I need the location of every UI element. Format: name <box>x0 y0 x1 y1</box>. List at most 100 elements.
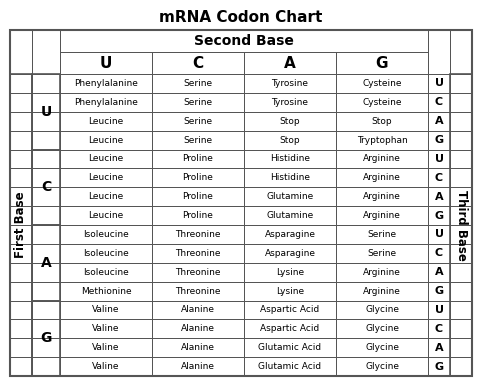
Text: Glutamic Acid: Glutamic Acid <box>258 343 321 352</box>
Text: Glycine: Glycine <box>365 305 399 314</box>
Text: Tyrosine: Tyrosine <box>271 79 308 88</box>
Bar <box>244 112 336 131</box>
Text: Asparagine: Asparagine <box>265 230 316 239</box>
Text: mRNA Codon Chart: mRNA Codon Chart <box>160 10 322 25</box>
Bar <box>336 225 428 244</box>
Bar <box>60 244 152 263</box>
Text: Arginine: Arginine <box>363 173 401 182</box>
Bar <box>60 52 152 74</box>
Bar <box>450 168 472 187</box>
Bar <box>244 357 336 376</box>
Bar <box>32 74 60 149</box>
Bar <box>450 281 472 301</box>
Text: Glutamic Acid: Glutamic Acid <box>258 362 321 371</box>
Bar <box>428 281 450 301</box>
Bar <box>450 112 472 131</box>
Text: Arginine: Arginine <box>363 211 401 220</box>
Bar <box>152 263 244 281</box>
Bar <box>152 74 244 93</box>
Text: G: G <box>434 210 443 220</box>
Bar <box>10 168 32 187</box>
Bar <box>336 206 428 225</box>
Text: Second Base: Second Base <box>194 34 294 48</box>
Bar <box>450 338 472 357</box>
Bar <box>336 74 428 93</box>
Text: Histidine: Histidine <box>270 173 310 182</box>
Bar <box>152 244 244 263</box>
Bar <box>152 206 244 225</box>
Bar <box>336 187 428 206</box>
Bar <box>428 263 450 281</box>
Bar <box>10 187 32 206</box>
Text: G: G <box>434 286 443 296</box>
Text: C: C <box>41 180 51 194</box>
Bar <box>10 281 32 301</box>
Text: Stop: Stop <box>372 117 392 126</box>
Bar <box>450 357 472 376</box>
Text: Leucine: Leucine <box>88 192 123 201</box>
Text: First Base: First Base <box>14 192 27 258</box>
Text: Valine: Valine <box>92 305 120 314</box>
Text: Alanine: Alanine <box>181 305 215 314</box>
Bar <box>450 225 472 244</box>
Text: Valine: Valine <box>92 362 120 371</box>
Text: Third Base: Third Base <box>455 190 468 260</box>
Bar <box>450 319 472 338</box>
Bar <box>32 263 60 281</box>
Text: Threonine: Threonine <box>175 249 221 258</box>
Text: A: A <box>435 116 443 126</box>
Bar <box>152 131 244 149</box>
Bar <box>32 338 60 357</box>
Bar <box>10 206 32 225</box>
Bar <box>32 357 60 376</box>
Text: Histidine: Histidine <box>270 154 310 164</box>
Bar <box>152 225 244 244</box>
Bar <box>428 30 450 74</box>
Text: Serine: Serine <box>367 230 397 239</box>
Bar <box>60 112 152 131</box>
Text: A: A <box>435 267 443 277</box>
Bar <box>32 93 60 112</box>
Bar <box>10 225 32 244</box>
Bar <box>60 168 152 187</box>
Bar <box>244 149 336 168</box>
Bar <box>244 301 336 319</box>
Text: Glutamine: Glutamine <box>267 211 314 220</box>
Bar <box>244 74 336 93</box>
Text: Serine: Serine <box>184 117 213 126</box>
Text: Alanine: Alanine <box>181 324 215 333</box>
Bar <box>450 149 472 168</box>
Bar <box>336 93 428 112</box>
Bar <box>60 225 152 244</box>
Text: Serine: Serine <box>184 98 213 107</box>
Text: Serine: Serine <box>184 79 213 88</box>
Text: U: U <box>434 229 443 240</box>
Bar <box>428 74 450 93</box>
Bar <box>152 357 244 376</box>
Bar <box>450 244 472 263</box>
Bar <box>244 187 336 206</box>
Text: Threonine: Threonine <box>175 230 221 239</box>
Text: Leucine: Leucine <box>88 136 123 144</box>
Bar <box>32 149 60 225</box>
Bar <box>152 187 244 206</box>
Bar <box>60 301 152 319</box>
Bar <box>10 357 32 376</box>
Bar <box>450 74 472 376</box>
Text: A: A <box>284 56 296 71</box>
Text: Proline: Proline <box>183 192 214 201</box>
Bar <box>32 168 60 187</box>
Bar <box>336 301 428 319</box>
Text: Glycine: Glycine <box>365 324 399 333</box>
Text: Isoleucine: Isoleucine <box>83 249 129 258</box>
Bar <box>336 168 428 187</box>
Text: Arginine: Arginine <box>363 286 401 296</box>
Text: Isoleucine: Isoleucine <box>83 268 129 277</box>
Bar <box>60 131 152 149</box>
Bar <box>32 301 60 319</box>
Text: Alanine: Alanine <box>181 362 215 371</box>
Text: Arginine: Arginine <box>363 268 401 277</box>
Bar <box>450 30 472 74</box>
Text: Proline: Proline <box>183 154 214 164</box>
Text: Aspartic Acid: Aspartic Acid <box>260 305 320 314</box>
